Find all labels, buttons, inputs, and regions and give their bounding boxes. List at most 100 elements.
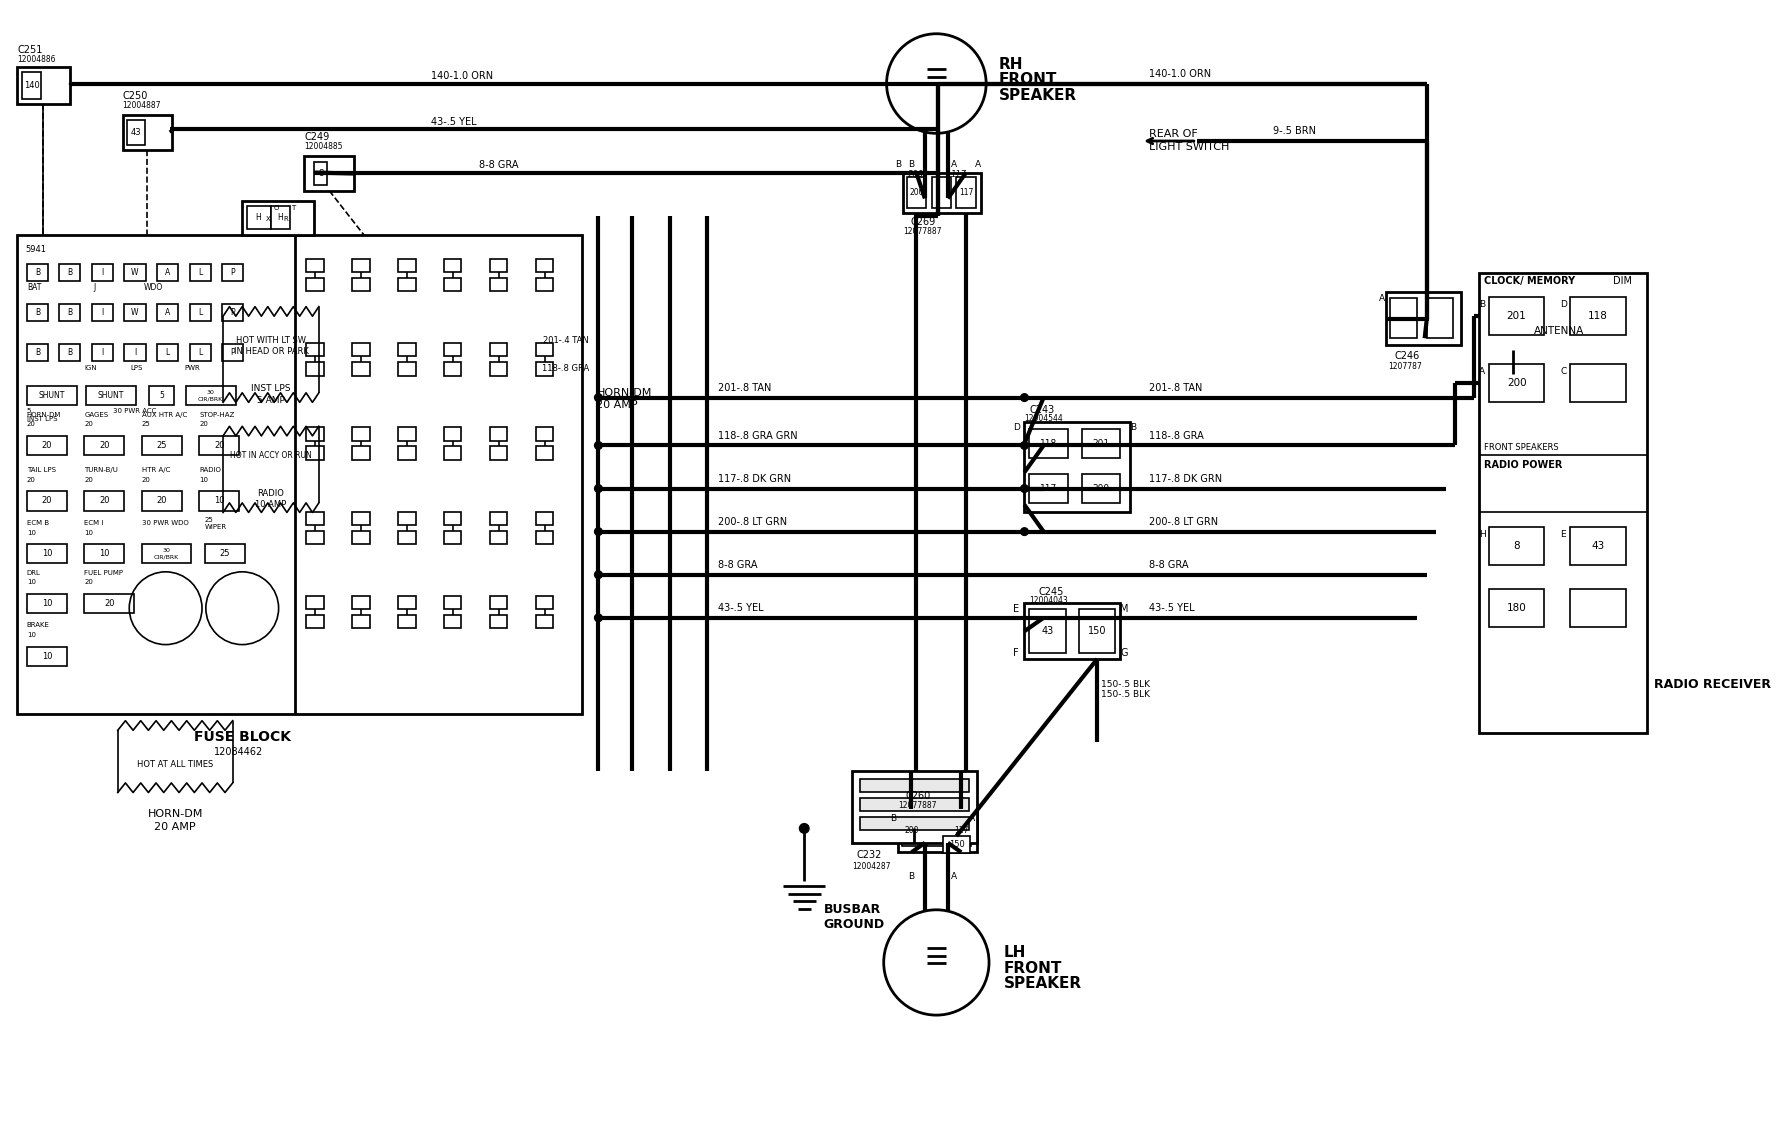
Text: 20: 20 xyxy=(41,496,52,506)
Bar xyxy=(242,201,314,235)
Text: H: H xyxy=(277,214,284,222)
Text: 8-8 GRA: 8-8 GRA xyxy=(480,160,519,170)
Text: C232: C232 xyxy=(856,850,883,860)
Bar xyxy=(860,778,970,792)
Text: I: I xyxy=(101,268,103,277)
Text: 10: 10 xyxy=(83,529,94,535)
Bar xyxy=(1426,298,1453,339)
Text: 180: 180 xyxy=(1506,603,1526,613)
Text: 20: 20 xyxy=(83,421,92,427)
Circle shape xyxy=(799,824,810,833)
Text: C: C xyxy=(1561,367,1566,376)
Bar xyxy=(92,344,114,361)
Text: I: I xyxy=(101,308,103,317)
Bar xyxy=(398,427,416,441)
Text: TAIL LPS: TAIL LPS xyxy=(27,467,55,474)
Text: 150: 150 xyxy=(948,841,964,850)
Text: SPEAKER: SPEAKER xyxy=(1003,976,1082,991)
Bar xyxy=(1030,429,1067,458)
Bar xyxy=(444,531,462,544)
Text: 12004887: 12004887 xyxy=(123,101,162,110)
Bar xyxy=(444,427,462,441)
Bar xyxy=(1488,527,1545,565)
Text: 200: 200 xyxy=(1092,484,1110,493)
Text: E: E xyxy=(1561,531,1566,538)
Bar xyxy=(398,531,416,544)
Text: 43-.5 YEL: 43-.5 YEL xyxy=(718,603,764,613)
Text: 201: 201 xyxy=(1506,311,1526,321)
Text: 117-.8 DK GRN: 117-.8 DK GRN xyxy=(718,474,790,484)
Text: 117: 117 xyxy=(1039,484,1057,493)
Bar xyxy=(190,264,211,281)
Text: 10: 10 xyxy=(41,652,52,660)
Text: 140-1.0 ORN: 140-1.0 ORN xyxy=(432,70,494,81)
Bar xyxy=(222,303,243,321)
Bar xyxy=(536,531,554,544)
Bar xyxy=(444,343,462,357)
Text: DIM: DIM xyxy=(1613,276,1632,286)
Text: E: E xyxy=(1012,604,1019,615)
Bar xyxy=(932,177,950,208)
Bar xyxy=(860,797,970,811)
Bar xyxy=(27,646,67,666)
Text: ECM B: ECM B xyxy=(27,520,50,526)
Text: 25: 25 xyxy=(142,421,151,427)
Text: 43-.5 YEL: 43-.5 YEL xyxy=(432,117,476,127)
Text: 20: 20 xyxy=(199,421,208,427)
Text: SHUNT: SHUNT xyxy=(98,391,124,400)
Bar xyxy=(27,544,67,563)
Text: B: B xyxy=(895,160,902,169)
Text: 43-.5 YEL: 43-.5 YEL xyxy=(1149,603,1195,613)
Text: REAR OF: REAR OF xyxy=(1149,130,1197,140)
Bar xyxy=(398,595,416,609)
Bar xyxy=(536,278,554,291)
Bar xyxy=(490,278,508,291)
Circle shape xyxy=(1021,442,1028,449)
Text: TURN-B/U: TURN-B/U xyxy=(83,467,119,474)
Bar xyxy=(59,344,80,361)
Text: 117: 117 xyxy=(954,826,968,835)
Bar xyxy=(124,303,146,321)
Text: IGN: IGN xyxy=(83,365,98,370)
Bar xyxy=(18,67,69,103)
Circle shape xyxy=(1021,394,1028,401)
Bar xyxy=(83,544,124,563)
Text: 12004287: 12004287 xyxy=(852,862,890,871)
Bar xyxy=(490,446,508,460)
Text: 12004886: 12004886 xyxy=(18,56,55,64)
Text: 150-.5 BLK: 150-.5 BLK xyxy=(1101,680,1151,690)
Text: 117: 117 xyxy=(950,170,966,179)
Bar xyxy=(21,72,41,99)
Bar xyxy=(899,809,977,852)
Text: A: A xyxy=(1378,293,1385,302)
Circle shape xyxy=(595,394,602,401)
Text: 5: 5 xyxy=(27,408,32,414)
Text: BAT: BAT xyxy=(27,283,41,292)
Text: 1207787: 1207787 xyxy=(1389,362,1423,371)
Text: 118-.8 GRA: 118-.8 GRA xyxy=(542,365,590,374)
Bar xyxy=(352,427,369,441)
Text: B: B xyxy=(1130,423,1137,432)
Text: 200: 200 xyxy=(908,170,924,179)
Bar xyxy=(27,344,48,361)
Text: D: D xyxy=(1561,300,1568,309)
Text: FRONT SPEAKERS: FRONT SPEAKERS xyxy=(1485,443,1559,452)
Text: 43: 43 xyxy=(131,128,142,136)
Text: B: B xyxy=(36,348,39,357)
Circle shape xyxy=(595,485,602,492)
Bar xyxy=(352,531,369,544)
Text: C260: C260 xyxy=(906,791,931,801)
Bar xyxy=(247,206,272,229)
Text: RH: RH xyxy=(998,57,1023,72)
Text: 118: 118 xyxy=(1039,438,1057,448)
Bar xyxy=(156,264,178,281)
Text: C243: C243 xyxy=(1030,406,1055,415)
Text: 9-.5 BRN: 9-.5 BRN xyxy=(1273,126,1316,136)
Text: B: B xyxy=(67,268,73,277)
Text: F: F xyxy=(1012,649,1019,658)
Bar xyxy=(536,343,554,357)
Text: 43: 43 xyxy=(1591,541,1604,551)
Bar xyxy=(352,278,369,291)
Bar xyxy=(352,343,369,357)
Text: B: B xyxy=(1479,300,1485,309)
